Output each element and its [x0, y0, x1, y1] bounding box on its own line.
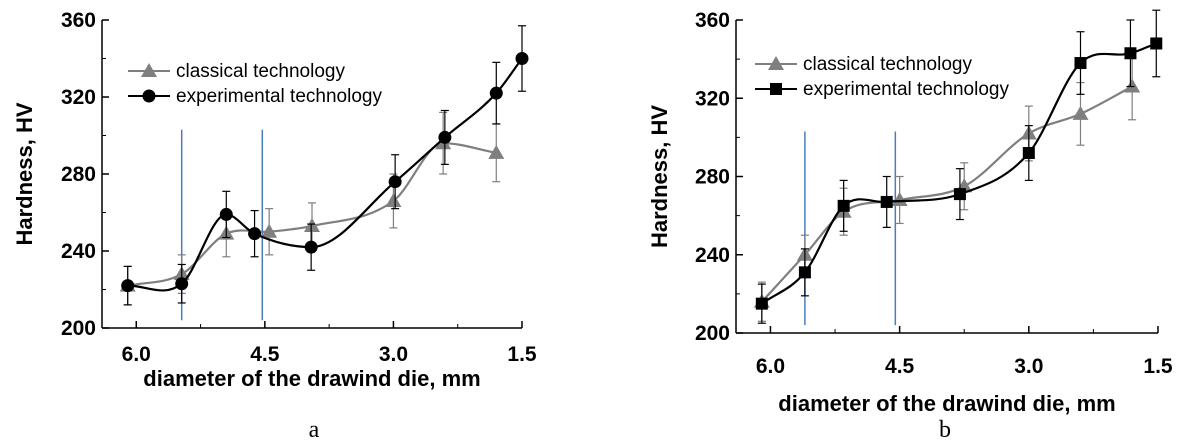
series-experimental — [755, 9, 1163, 324]
x-tick-label: 3.0 — [379, 343, 408, 366]
data-point — [953, 188, 966, 201]
y-tick-label: 240 — [695, 244, 730, 267]
legend-label: classical technology — [803, 54, 972, 75]
data-point — [1074, 57, 1087, 70]
x-tick-label: 1.5 — [1143, 355, 1173, 378]
data-point — [1072, 105, 1089, 120]
panel-label: b — [939, 417, 951, 443]
data-point — [755, 297, 768, 310]
data-point — [515, 52, 529, 65]
data-point — [880, 195, 893, 208]
y-axis-label: Hardness, HV — [647, 105, 672, 248]
data-point — [798, 266, 811, 279]
data-point — [388, 175, 402, 189]
legend-label: experimental technology — [803, 79, 1009, 100]
x-tick-label: 6.0 — [756, 355, 785, 378]
x-tick-label: 4.5 — [885, 355, 915, 378]
x-axis-label: diameter of the drawind die, mm — [143, 366, 480, 391]
legend-label: experimental technology — [176, 86, 382, 107]
legend-marker — [768, 56, 784, 70]
chart-panel-b: 200 240 280 320 360 6.0 4.5 3.0 1.5 diameter of t… — [647, 9, 1173, 443]
x-axis-label: diameter of the drawind die, mm — [778, 391, 1115, 416]
legend-marker — [770, 83, 782, 95]
data-point — [121, 279, 135, 293]
y-tick-label: 320 — [695, 87, 730, 110]
y-axis-label: Hardness, HV — [12, 102, 37, 245]
data-point — [891, 191, 908, 206]
y-tick-label: 280 — [695, 166, 730, 189]
x-tick-label: 1.5 — [507, 343, 537, 366]
y-tick-label: 280 — [61, 163, 96, 186]
legend-label: classical technology — [176, 61, 345, 82]
y-tick-label: 200 — [695, 322, 730, 345]
legend-marker — [141, 63, 157, 77]
y-tick-label: 360 — [61, 9, 96, 32]
data-point — [175, 277, 189, 291]
data-point — [261, 223, 278, 238]
legend: classical technology experimental technol… — [755, 54, 1009, 100]
data-point — [1124, 78, 1141, 93]
data-point — [438, 130, 452, 144]
data-point — [488, 144, 505, 159]
data-point — [1124, 47, 1137, 60]
data-point — [837, 199, 850, 212]
x-tick-label: 3.0 — [1014, 355, 1043, 378]
legend: classical technology experimental technol… — [128, 61, 382, 107]
data-point — [248, 227, 262, 241]
series-experimental — [121, 25, 529, 306]
data-point — [219, 207, 233, 221]
data-point — [304, 217, 320, 232]
x-tick-label: 4.5 — [250, 343, 280, 366]
chart-panel-a: 200 240 280 320 360 6.0 4.5 3.0 1.5 diameter of t… — [12, 9, 537, 443]
y-tick-label: 320 — [61, 86, 96, 109]
legend-marker — [142, 89, 156, 103]
y-tick-label: 360 — [695, 9, 730, 32]
series-line — [761, 85, 1133, 303]
x-tick-label: 6.0 — [122, 343, 151, 366]
data-point — [304, 240, 318, 254]
data-point — [385, 192, 402, 207]
data-point — [1022, 147, 1035, 160]
y-tick-label: 240 — [61, 240, 96, 263]
panel-label: a — [309, 417, 320, 443]
data-point — [1150, 37, 1163, 50]
data-point — [489, 86, 503, 100]
y-tick-label: 200 — [61, 317, 96, 340]
